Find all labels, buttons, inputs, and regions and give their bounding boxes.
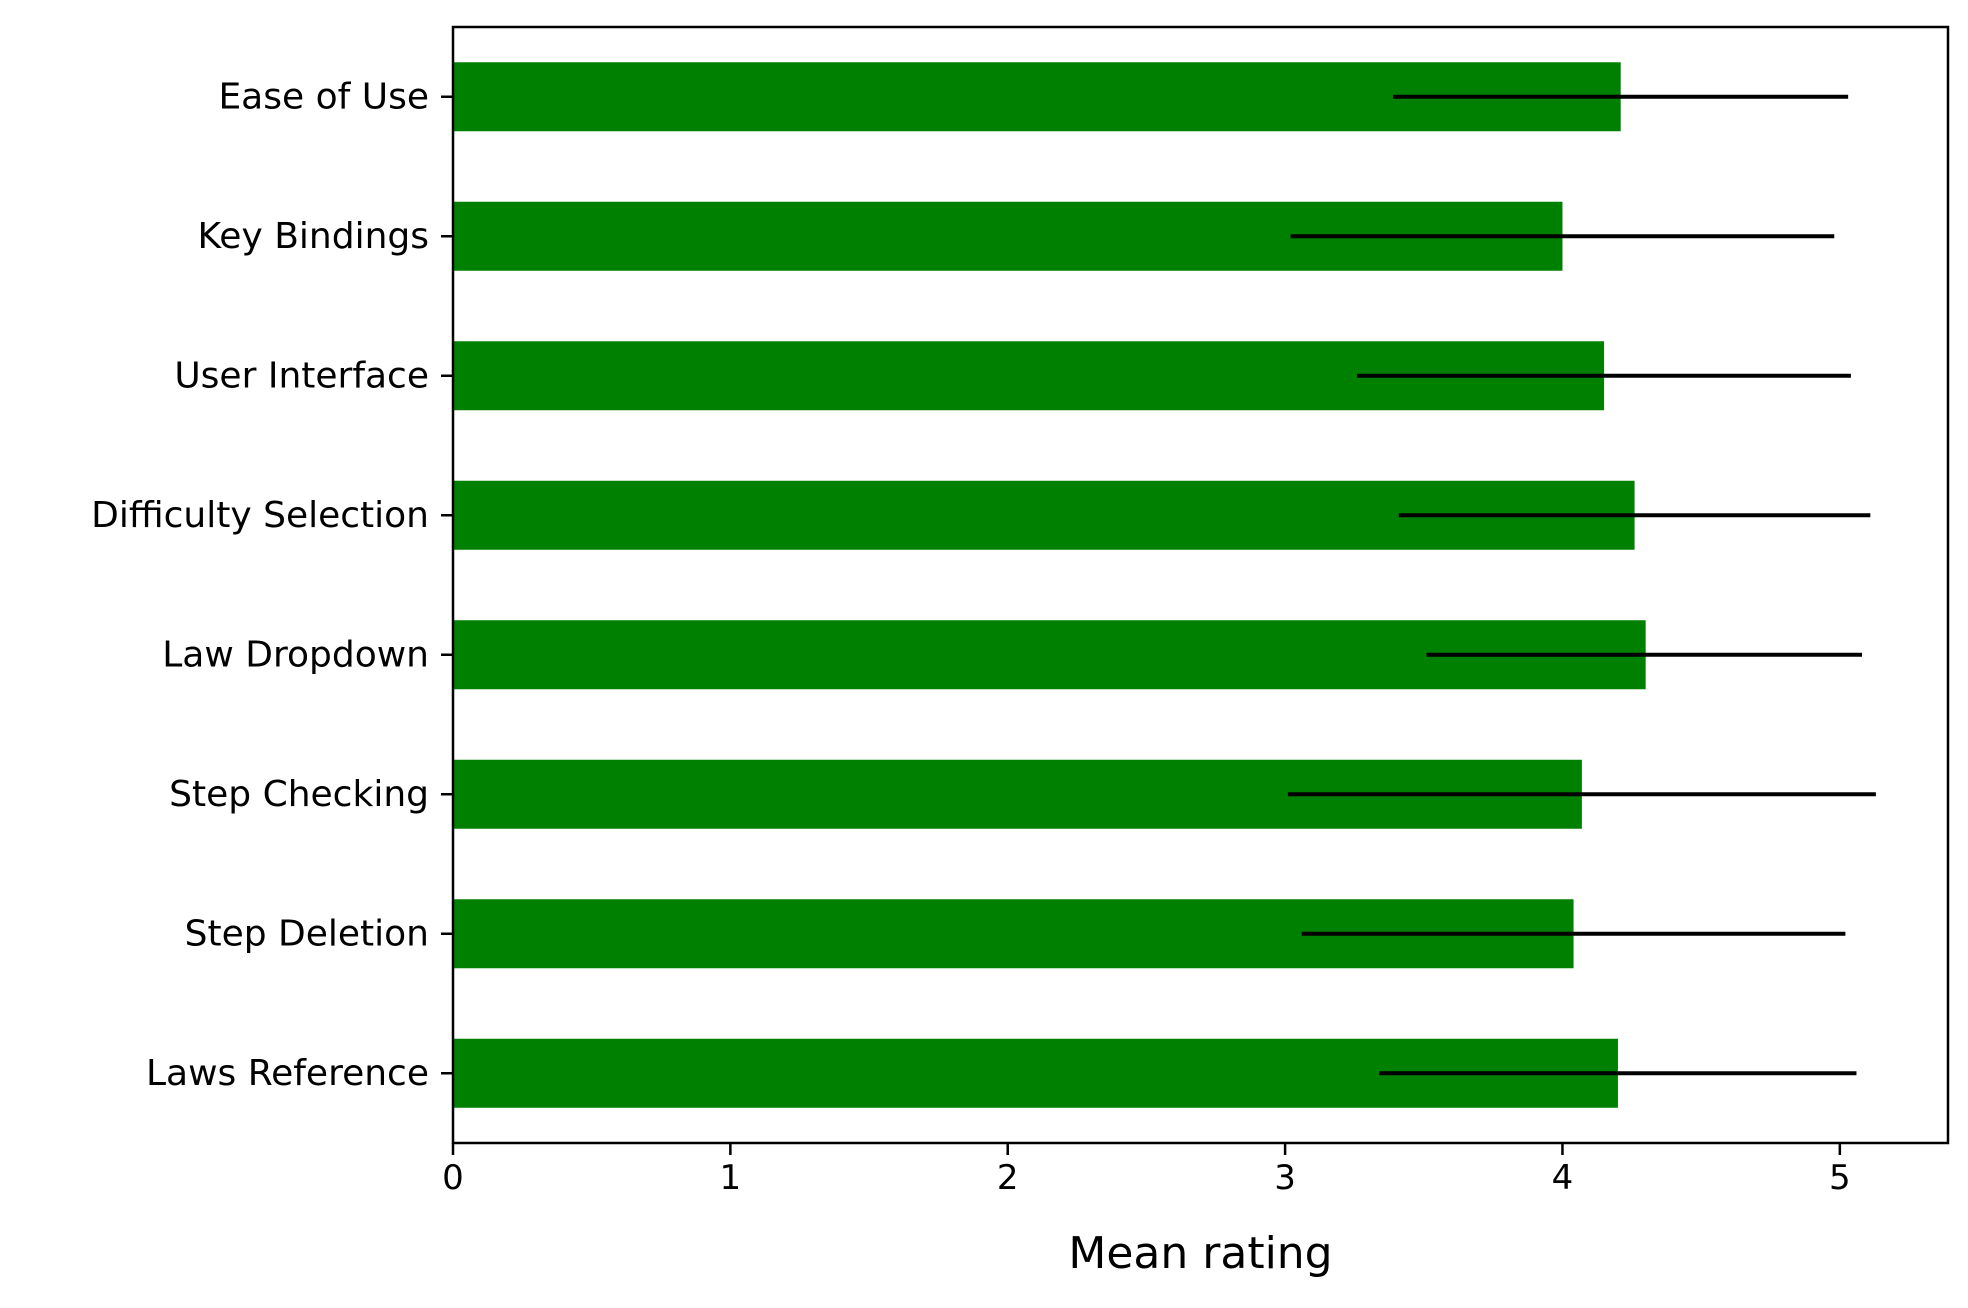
y-tick-label: Key Bindings <box>197 216 429 257</box>
y-tick-label: Difficulty Selection <box>91 495 429 536</box>
y-tick-label: Laws Reference <box>146 1053 429 1094</box>
y-tick-label: User Interface <box>174 355 429 396</box>
y-tick-label: Step Deletion <box>185 913 429 954</box>
x-tick-label: 5 <box>1829 1158 1851 1198</box>
bars-layer <box>453 62 1646 1108</box>
x-axis-title: Mean rating <box>1068 1228 1332 1279</box>
y-tick-label: Step Checking <box>169 774 429 815</box>
x-axis: 0 1 2 3 4 5 <box>442 1143 1851 1198</box>
x-tick-label: 0 <box>442 1158 464 1198</box>
x-tick-label: 4 <box>1552 1158 1574 1198</box>
x-tick-label: 1 <box>720 1158 742 1198</box>
y-tick-label: Law Dropdown <box>162 634 429 675</box>
x-tick-label: 3 <box>1274 1158 1296 1198</box>
y-axis: Ease of Use Key Bindings User Interface Dif… <box>91 76 453 1094</box>
x-tick-label: 2 <box>997 1158 1019 1198</box>
y-tick-label: Ease of Use <box>218 76 429 117</box>
error-bars-layer <box>1287 94 1876 1076</box>
plot-frame <box>451 25 1950 1145</box>
